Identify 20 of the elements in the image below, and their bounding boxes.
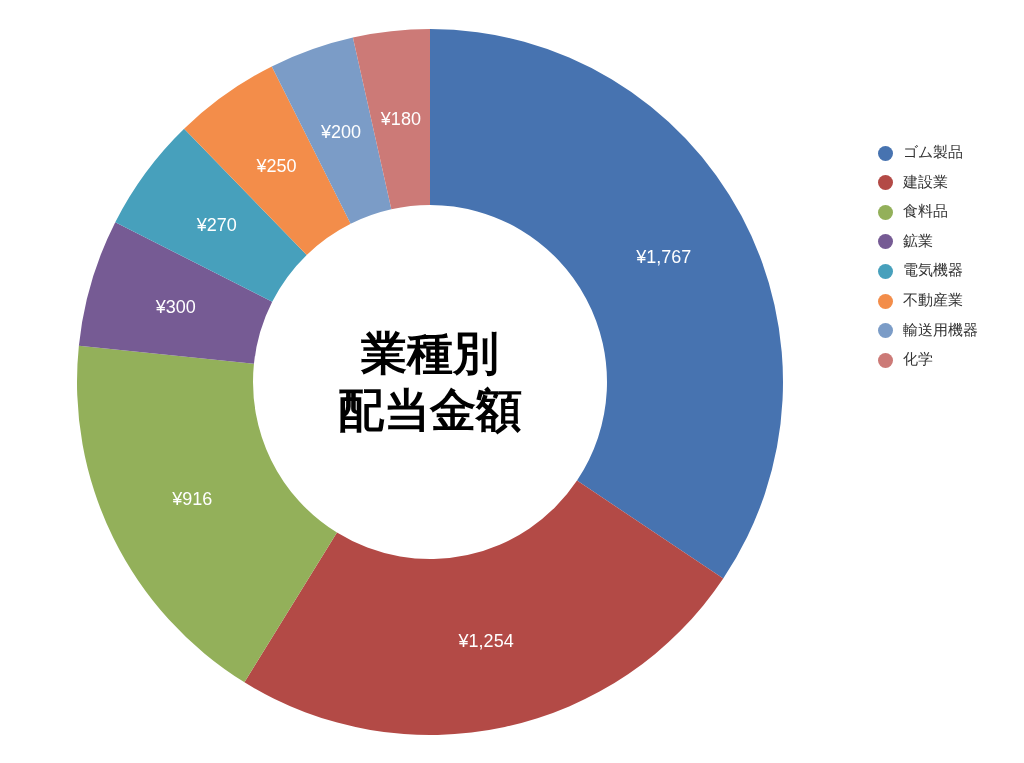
legend-label: 鉱業 xyxy=(903,231,933,249)
legend-label: 電気機器 xyxy=(903,261,963,279)
text: 業種別配当金額 xyxy=(337,326,523,438)
data-label: ¥250 xyxy=(255,155,297,176)
data-label: ¥1,254 xyxy=(457,630,514,651)
legend-label: 化学 xyxy=(903,350,933,368)
data-label: ¥1,767 xyxy=(635,247,692,268)
legend-label: ゴム製品 xyxy=(903,143,963,160)
legend-label: 建設業 xyxy=(903,172,948,190)
data-label: ¥300 xyxy=(154,297,196,318)
legend-label: 食料品 xyxy=(903,202,948,220)
data-label: ¥200 xyxy=(319,122,362,143)
legend-label: 輸送用機器 xyxy=(903,320,978,338)
data-label: ¥180 xyxy=(379,108,421,129)
donut-slice xyxy=(115,128,307,302)
data-label: ¥270 xyxy=(195,214,237,235)
donut-slice xyxy=(77,345,337,683)
legend-label: 不動産業 xyxy=(903,290,963,308)
data-label: ¥916 xyxy=(171,488,213,509)
donut-slice xyxy=(244,480,724,735)
